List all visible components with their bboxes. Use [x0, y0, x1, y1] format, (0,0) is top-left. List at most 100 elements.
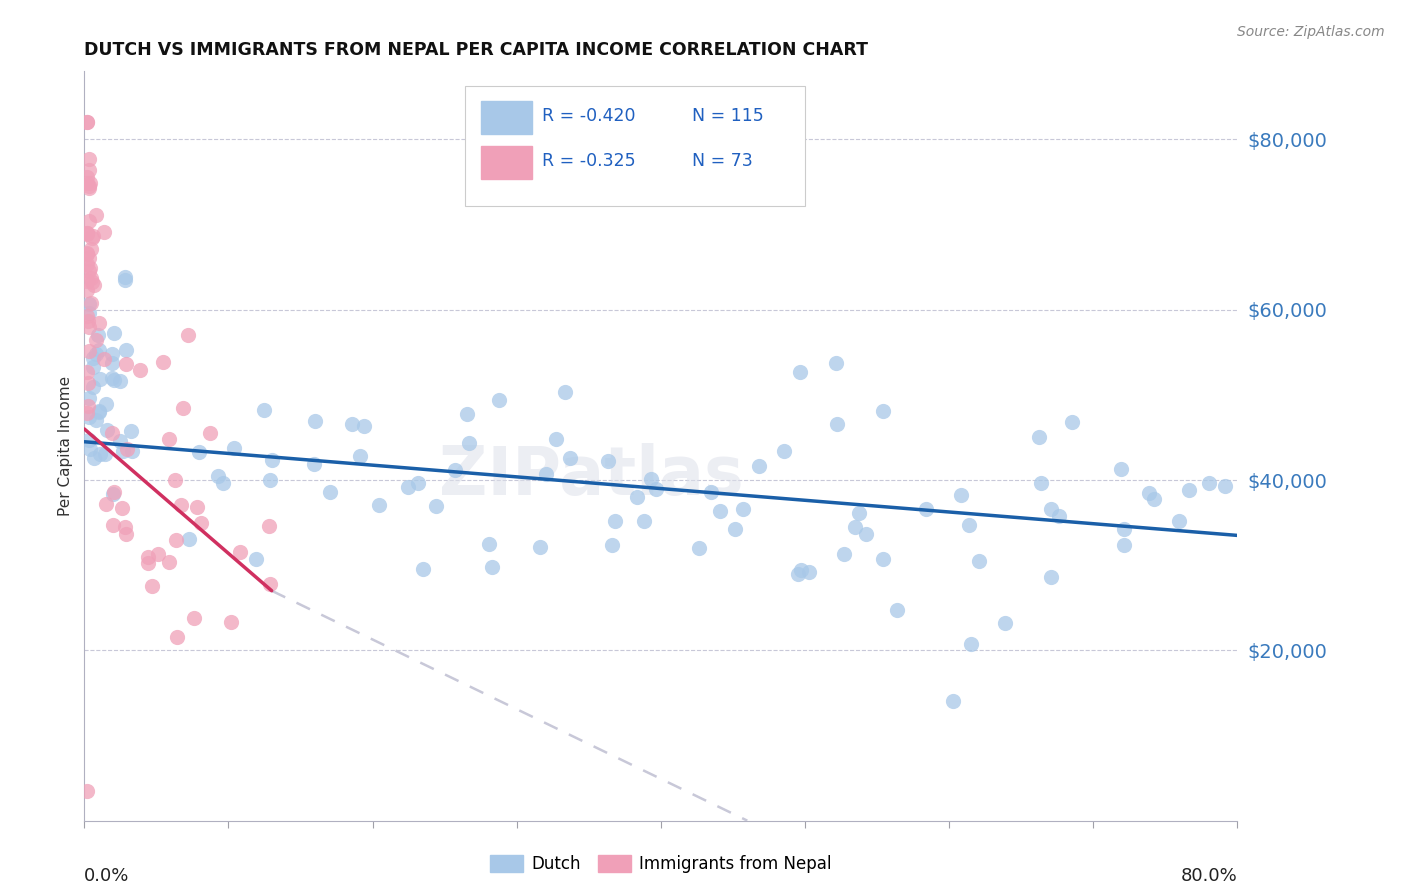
Point: [84, 412, 107, 426]
Point: [80, 271, 103, 285]
Point: [848, 506, 870, 520]
Point: [598, 454, 620, 468]
Point: [136, 556, 159, 570]
Point: [600, 538, 623, 552]
Point: [115, 442, 138, 456]
Point: [488, 392, 510, 407]
Point: [76, 245, 98, 260]
Point: [412, 562, 434, 576]
FancyBboxPatch shape: [481, 145, 531, 178]
Point: [425, 499, 447, 513]
Point: [94, 447, 117, 461]
Point: [544, 433, 567, 447]
Point: [76, 115, 98, 129]
Point: [96, 497, 118, 511]
Point: [536, 467, 558, 482]
Point: [77, 433, 100, 447]
Point: [87, 404, 110, 418]
Point: [114, 520, 136, 534]
Point: [481, 560, 503, 574]
Point: [700, 484, 723, 499]
Point: [120, 424, 142, 438]
Point: [190, 516, 212, 531]
Point: [259, 519, 281, 533]
Point: [967, 554, 990, 568]
Point: [834, 547, 856, 561]
Point: [82, 359, 104, 374]
Point: [172, 401, 194, 416]
Point: [177, 328, 200, 343]
Point: [188, 444, 211, 458]
Point: [87, 327, 110, 342]
Point: [76, 365, 98, 379]
Point: [1060, 416, 1083, 430]
Point: [221, 615, 243, 629]
Point: [773, 444, 796, 458]
Point: [96, 397, 118, 411]
Point: [108, 434, 131, 449]
Point: [100, 356, 122, 370]
Point: [605, 514, 627, 528]
Point: [872, 403, 894, 417]
Point: [84, 333, 107, 347]
Point: [76, 257, 98, 271]
Text: 80.0%: 80.0%: [1181, 867, 1237, 886]
Point: [157, 555, 180, 569]
Point: [76, 176, 98, 190]
Point: [87, 316, 110, 330]
Point: [396, 480, 419, 494]
Point: [76, 226, 98, 240]
Point: [950, 487, 973, 501]
Point: [77, 376, 100, 390]
Point: [103, 487, 125, 501]
Point: [110, 501, 132, 516]
Point: [478, 537, 501, 551]
Point: [76, 314, 98, 328]
Point: [1031, 475, 1053, 490]
Point: [259, 473, 281, 487]
Point: [76, 115, 98, 129]
Point: [84, 347, 107, 361]
Point: [93, 352, 115, 367]
Point: [1178, 483, 1201, 497]
Point: [844, 519, 866, 533]
Point: [179, 533, 201, 547]
Point: [260, 453, 283, 467]
Point: [731, 502, 754, 516]
Point: [797, 565, 820, 579]
Point: [825, 356, 848, 370]
Point: [83, 451, 105, 466]
Point: [212, 475, 235, 490]
Point: [76, 309, 98, 323]
Point: [89, 372, 111, 386]
Text: N = 73: N = 73: [692, 152, 752, 169]
Point: [183, 610, 205, 624]
Point: [114, 270, 136, 285]
Point: [77, 264, 100, 278]
Point: [304, 413, 326, 427]
Point: [709, 504, 731, 518]
Text: Source: ZipAtlas.com: Source: ZipAtlas.com: [1237, 25, 1385, 39]
Point: [89, 446, 111, 460]
Point: [825, 417, 848, 431]
Point: [103, 373, 125, 387]
Point: [80, 295, 103, 310]
Point: [76, 283, 98, 297]
Point: [101, 346, 124, 360]
FancyBboxPatch shape: [465, 87, 806, 206]
Point: [633, 514, 655, 528]
Point: [77, 320, 100, 334]
Point: [84, 208, 107, 222]
Point: [82, 228, 104, 243]
Point: [103, 326, 125, 340]
Point: [79, 152, 101, 166]
Point: [349, 450, 371, 464]
Point: [886, 603, 908, 617]
Point: [76, 227, 98, 241]
Point: [157, 433, 180, 447]
Text: R = -0.420: R = -0.420: [543, 106, 636, 125]
Point: [89, 405, 111, 419]
Point: [1039, 502, 1062, 516]
Point: [101, 426, 124, 441]
Point: [141, 579, 163, 593]
